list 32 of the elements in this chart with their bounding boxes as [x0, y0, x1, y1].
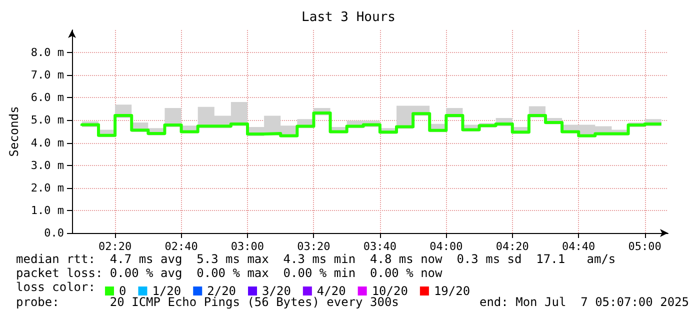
x-tick-label: 04:40 [562, 240, 596, 253]
x-tick-label: 03:00 [230, 240, 264, 253]
y-tick-label: 8.0 m [30, 46, 64, 60]
y-tick-label: 3.0 m [30, 158, 64, 172]
legend-label: 10/20 [372, 284, 408, 298]
x-tick-label: 03:40 [363, 240, 396, 253]
legend-label: 2/20 [207, 284, 236, 298]
chart-title: Last 3 Hours [302, 10, 396, 25]
x-tick-label: 02:20 [98, 240, 132, 253]
legend-label: 4/20 [316, 284, 346, 298]
y-tick-label: 1.0 m [30, 204, 64, 217]
text: packet loss: 0.00 % avg 0.00 % max 0.00 % min 0.00 % now [16, 266, 442, 280]
text: median rtt: 4.7 ms avg 5.3 ms max 4.3 ms min 4.8 ms now 0.3 ms sd 17.1 am/s [16, 252, 616, 266]
text: probe: 20 ICMP Echo Pings (56 Bytes) every 300s [16, 295, 399, 309]
y-tick-label: 5.0 m [30, 114, 64, 127]
x-tick-label: 05:00 [628, 240, 662, 253]
x-tick-label: 04:20 [496, 240, 529, 253]
y-tick-label: 4.0 m [30, 136, 64, 150]
x-tick-label: 02:40 [164, 240, 198, 253]
y-tick-label: 0.0 [44, 226, 64, 240]
text: end: Mon Jul 7 05:07:00 2025 [479, 295, 689, 309]
y-tick-label: 2.0 m [30, 181, 64, 194]
y-tick-label: 6.0 m [30, 91, 64, 104]
x-tick-label: 04:00 [430, 240, 463, 253]
legend-label: 0 [119, 284, 126, 298]
legend-label: 1/20 [152, 284, 182, 298]
x-tick-label: 03:20 [297, 240, 330, 253]
legend-title: loss color: [16, 280, 96, 294]
y-axis-title: Seconds [7, 106, 21, 157]
legend-label: 19/20 [434, 284, 470, 298]
legend-label: 3/20 [262, 284, 291, 298]
y-tick-label: 7.0 m [30, 68, 64, 82]
